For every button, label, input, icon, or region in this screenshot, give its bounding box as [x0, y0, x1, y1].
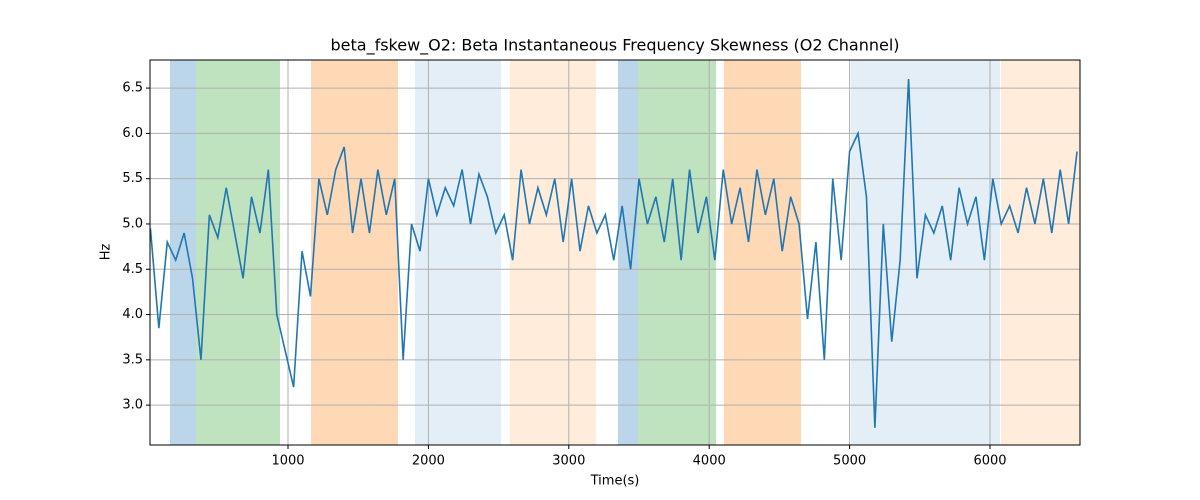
- y-tick-label: 4.5: [122, 262, 143, 277]
- data-line: [150, 78, 1078, 428]
- x-tick-label: 5000: [833, 454, 866, 469]
- y-tick-label: 3.5: [122, 352, 143, 367]
- shaded-span: [509, 60, 597, 445]
- x-axis-label: Time(s): [590, 474, 640, 489]
- y-tick-label: 6.0: [122, 126, 143, 141]
- x-tick-label: 3000: [552, 454, 585, 469]
- shaded-span: [414, 60, 501, 445]
- x-tick-label: 1000: [271, 454, 304, 469]
- shaded-span: [169, 60, 197, 445]
- shaded-span: [311, 60, 398, 445]
- shaded-span: [851, 60, 1000, 445]
- x-tick-label: 4000: [693, 454, 726, 469]
- y-tick-label: 5.5: [122, 171, 143, 186]
- plot-frame: [149, 59, 1081, 446]
- x-tick-label: 2000: [412, 454, 445, 469]
- y-tick-label: 3.0: [122, 398, 143, 413]
- x-tick-label: 6000: [973, 454, 1006, 469]
- shaded-span: [1000, 60, 1080, 445]
- y-tick-label: 6.5: [122, 81, 143, 96]
- shaded-span: [638, 60, 717, 445]
- shaded-span: [723, 60, 802, 445]
- chart-title: beta_fskew_O2: Beta Instantaneous Freque…: [330, 36, 899, 56]
- y-axis-label: Hz: [99, 244, 114, 261]
- y-tick-label: 5.0: [122, 216, 143, 231]
- y-tick-label: 4.0: [122, 307, 143, 322]
